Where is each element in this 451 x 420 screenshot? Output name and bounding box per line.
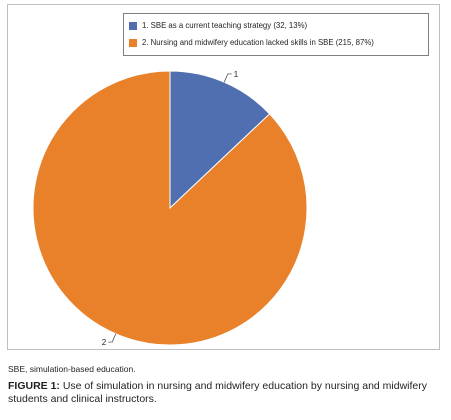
figure-caption: FIGURE 1: Use of simulation in nursing a… (8, 380, 440, 406)
figure-label: FIGURE 1: (8, 380, 60, 392)
legend-swatch-1 (129, 21, 137, 30)
legend-label-1: 1. SBE as a current teaching strategy (3… (142, 21, 308, 30)
legend-item-2: 2. Nursing and midwifery education lacke… (129, 34, 428, 51)
chart-legend: 1. SBE as a current teaching strategy (3… (123, 13, 429, 56)
leader-line-1 (223, 73, 232, 83)
pie-slice-2 (32, 70, 308, 346)
legend-label-2: 2. Nursing and midwifery education lacke… (142, 38, 374, 47)
legend-swatch-2 (129, 38, 137, 47)
pie-chart: 12 (32, 70, 308, 347)
footnote: SBE, simulation-based education. (8, 364, 136, 374)
figure-caption-text: Use of simulation in nursing and midwife… (8, 380, 428, 405)
legend-item-1: 1. SBE as a current teaching strategy (3… (129, 17, 428, 34)
leader-line-2 (108, 333, 117, 343)
slice-label-2: 2 (102, 338, 107, 347)
slice-label-1: 1 (234, 70, 239, 79)
